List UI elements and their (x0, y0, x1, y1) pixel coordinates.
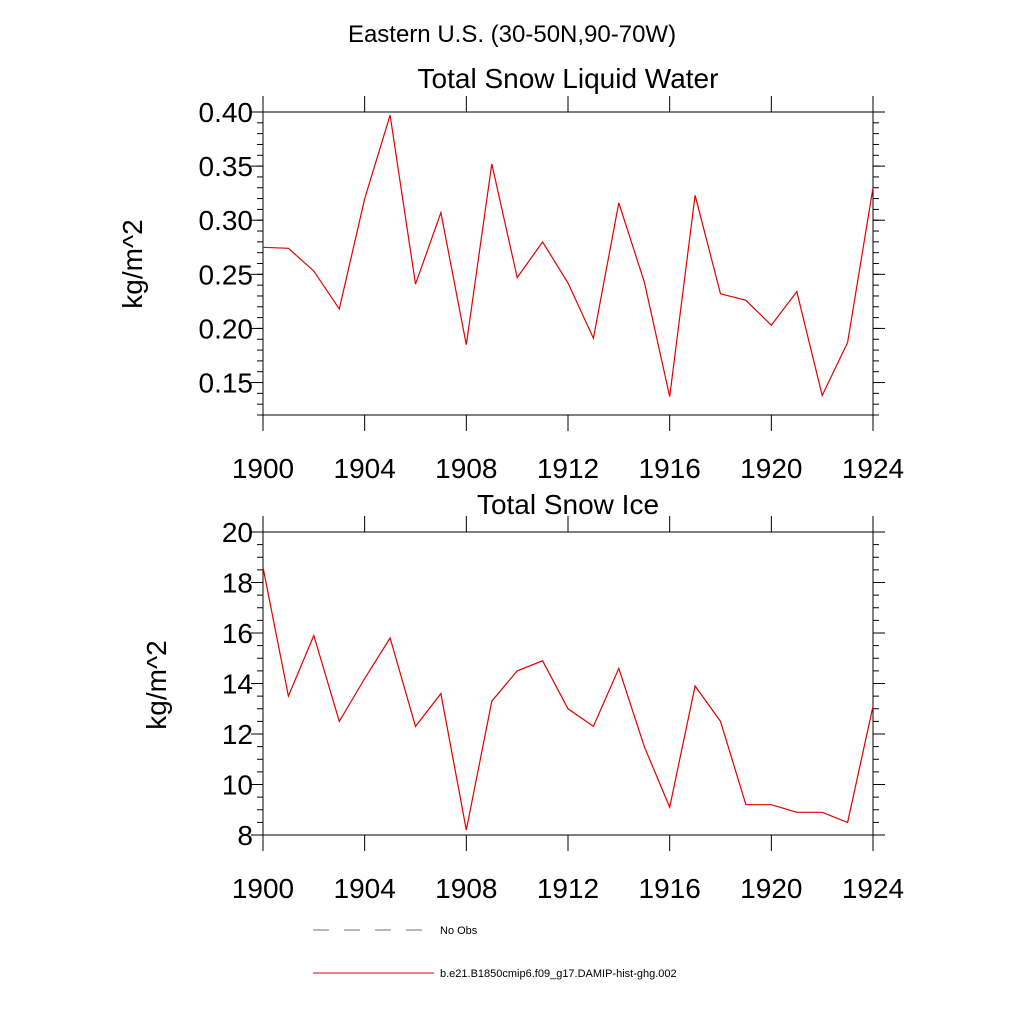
legend: No Obs b.e21.B1850cmip6.f09_g17.DAMIP-hi… (313, 925, 677, 980)
y-axis-label: kg/m^2 (141, 640, 172, 729)
x-tick-label: 1924 (842, 873, 904, 904)
legend-label-no-obs: No Obs (440, 925, 478, 937)
legend-label-model: b.e21.B1850cmip6.f09_g17.DAMIP-hist-ghg.… (440, 968, 677, 980)
axis-ticks: 8 10 12 14 16 18 20 1900 1904 1908 1912 1916 1920 192… (222, 516, 904, 904)
x-tick-label: 1924 (842, 453, 904, 484)
y-tick-label: 0.40 (199, 97, 254, 128)
x-tick-label: 1916 (639, 873, 701, 904)
x-tick-label: 1916 (639, 453, 701, 484)
series-line (262, 115, 874, 398)
x-tick-label: 1908 (435, 453, 497, 484)
x-tick-label: 1900 (232, 873, 294, 904)
y-tick-label: 0.30 (199, 205, 254, 236)
y-tick-label: 18 (222, 568, 253, 599)
chart-title: Total Snow Ice (477, 489, 659, 520)
axis-ticks: 0.15 0.20 0.25 0.30 0.35 0.40 1900 1904 1908 1912… (199, 96, 904, 484)
y-tick-label: 8 (237, 820, 253, 851)
x-tick-label: 1920 (740, 873, 802, 904)
x-tick-label: 1920 (740, 453, 802, 484)
figure-suptitle: Eastern U.S. (30-50N,90-70W) (348, 21, 676, 48)
y-tick-label: 20 (222, 517, 253, 548)
y-tick-label: 10 (222, 770, 253, 801)
series-lines (262, 115, 874, 398)
y-tick-label: 0.35 (199, 151, 254, 182)
y-tick-label: 0.25 (199, 259, 254, 290)
y-tick-label: 0.15 (199, 368, 254, 399)
y-tick-label: 14 (222, 669, 253, 700)
x-tick-label: 1904 (334, 453, 396, 484)
x-tick-label: 1912 (537, 873, 599, 904)
y-axis-label: kg/m^2 (117, 219, 148, 308)
y-tick-label: 16 (222, 618, 253, 649)
plot-frame (262, 111, 874, 416)
x-tick-label: 1904 (334, 873, 396, 904)
series-line (262, 567, 874, 831)
chart-title: Total Snow Liquid Water (418, 63, 719, 94)
plot-frame (262, 531, 874, 836)
series-lines (262, 567, 874, 831)
x-tick-label: 1900 (232, 453, 294, 484)
panel-liquid-water: Total Snow Liquid Water kg/m^2 0.150.200… (117, 63, 904, 484)
y-tick-label: 12 (222, 719, 253, 750)
x-tick-label: 1912 (537, 453, 599, 484)
panel-snow-ice: Total Snow Ice kg/m^2 8 10 12 14 16 18 20 1900 1… (141, 489, 904, 904)
x-tick-label: 1908 (435, 873, 497, 904)
y-tick-label: 0.20 (199, 313, 254, 344)
